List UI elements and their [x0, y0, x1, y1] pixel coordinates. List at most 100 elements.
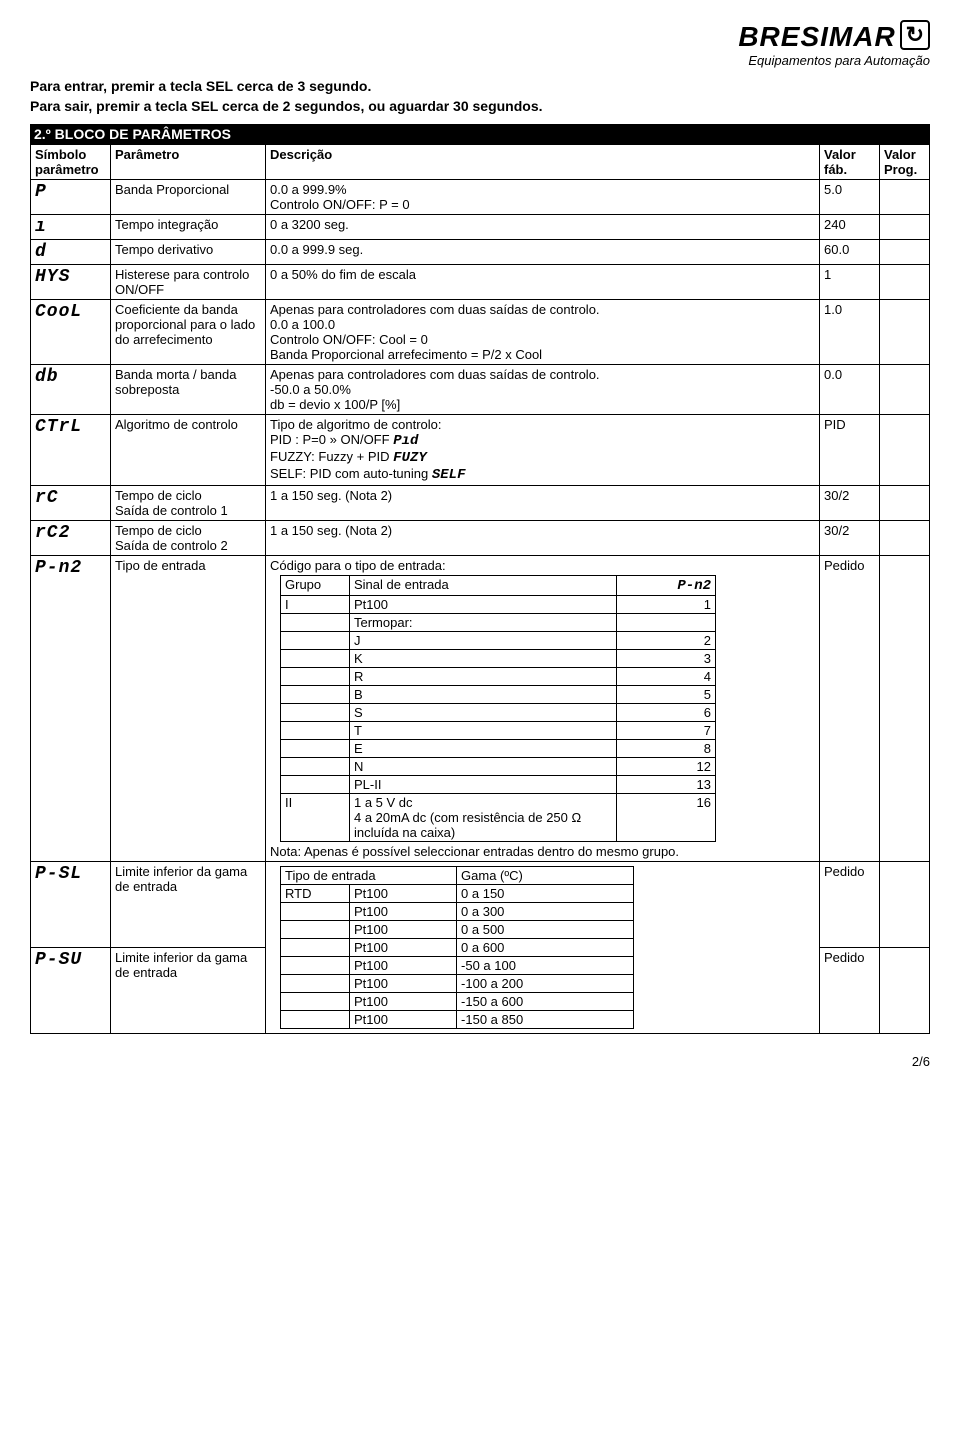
pn2-hdr-grupo: Grupo: [281, 576, 350, 596]
row-d: d Tempo derivativo 0.0 a 999.9 seg. 60.0: [31, 240, 930, 265]
par-rc: Tempo de ciclo Saída de controlo 1: [111, 486, 266, 521]
pn2-inner-header: Grupo Sinal de entrada P-n2: [281, 576, 716, 596]
pn2-row: Termopar:: [281, 614, 716, 632]
fab-rc: 30/2: [820, 486, 880, 521]
pn2-cell-grupo: II: [281, 794, 350, 842]
pn2-cell-code: 13: [617, 776, 716, 794]
pn2-row: B5: [281, 686, 716, 704]
hdr-fab: Valor fáb.: [820, 145, 880, 180]
pn2-row: K3: [281, 650, 716, 668]
pn2-note: Nota: Apenas é possível seleccionar entr…: [270, 844, 679, 859]
pn2-cell-sinal: J: [350, 632, 617, 650]
intro-line-2: Para sair, premir a tecla SEL cerca de 2…: [30, 98, 930, 114]
pn2-cell-code: 3: [617, 650, 716, 668]
pn2-cell-code: 8: [617, 740, 716, 758]
range-cell-tipo: [281, 957, 350, 975]
par-ctrl: Algoritmo de controlo: [111, 415, 266, 486]
pn2-cell-code: 4: [617, 668, 716, 686]
range-hdr-gama: Gama (ºC): [457, 867, 634, 885]
pn2-cell-sinal: 1 a 5 V dc 4 a 20mA dc (com resistência …: [350, 794, 617, 842]
prog-cool: [880, 300, 930, 365]
pn2-cell-sinal: PL-II: [350, 776, 617, 794]
range-cell-tipo: [281, 993, 350, 1011]
pn2-cell-sinal: N: [350, 758, 617, 776]
pn2-cell-code: 16: [617, 794, 716, 842]
pn2-cell-grupo: [281, 704, 350, 722]
pn2-cell-grupo: [281, 758, 350, 776]
desc-ctrl: Tipo de algoritmo de controlo: PID : P=0…: [266, 415, 820, 486]
range-row: Pt100-50 a 100: [281, 957, 634, 975]
range-cell-sensor: Pt100: [350, 885, 457, 903]
pn2-cell-sinal: S: [350, 704, 617, 722]
prog-d: [880, 240, 930, 265]
range-hdr-tipo: Tipo de entrada: [281, 867, 457, 885]
range-cell-gama: 0 a 500: [457, 921, 634, 939]
row-db: db Banda morta / banda sobreposta Apenas…: [31, 365, 930, 415]
par-i: Tempo integração: [111, 215, 266, 240]
desc-i: 0 a 3200 seg.: [266, 215, 820, 240]
fab-db: 0.0: [820, 365, 880, 415]
pn2-cell-grupo: [281, 614, 350, 632]
pn2-row: IPt1001: [281, 596, 716, 614]
sym-psl: P-SL: [35, 864, 82, 884]
row-p: P Banda Proporcional 0.0 a 999.9% Contro…: [31, 180, 930, 215]
fab-ctrl: PID: [820, 415, 880, 486]
pn2-inner-table: Grupo Sinal de entrada P-n2 IPt1001Termo…: [280, 575, 716, 842]
pn2-cell-grupo: [281, 740, 350, 758]
hdr-prog: Valor Prog.: [880, 145, 930, 180]
pn2-row: II1 a 5 V dc 4 a 20mA dc (com resistênci…: [281, 794, 716, 842]
range-row: Pt100-150 a 600: [281, 993, 634, 1011]
prog-pn2: [880, 556, 930, 862]
range-cell-gama: 0 a 150: [457, 885, 634, 903]
pn2-cell-sinal: Termopar:: [350, 614, 617, 632]
ctrl-self-lbl: SELF: PID com auto-tuning: [270, 466, 428, 481]
prog-psl: [880, 862, 930, 948]
par-cool: Coeficiente da banda proporcional para o…: [111, 300, 266, 365]
pn2-cell-sinal: T: [350, 722, 617, 740]
pn2-cell-grupo: [281, 776, 350, 794]
pn2-cell-grupo: I: [281, 596, 350, 614]
fab-rc2: 30/2: [820, 521, 880, 556]
par-p: Banda Proporcional: [111, 180, 266, 215]
row-i: ı Tempo integração 0 a 3200 seg. 240: [31, 215, 930, 240]
range-cell-tipo: [281, 1011, 350, 1029]
pn2-cell-grupo: [281, 686, 350, 704]
par-psu: Limite inferior da gama de entrada: [111, 948, 266, 1034]
range-cell-gama: -50 a 100: [457, 957, 634, 975]
pn2-cell-code: 5: [617, 686, 716, 704]
range-cell-gama: 0 a 300: [457, 903, 634, 921]
fab-psl: Pedido: [820, 862, 880, 948]
prog-hys: [880, 265, 930, 300]
range-row: Pt1000 a 300: [281, 903, 634, 921]
prog-rc2: [880, 521, 930, 556]
sym-i: ı: [35, 217, 47, 237]
range-cell-gama: -150 a 850: [457, 1011, 634, 1029]
range-cell-gama: -150 a 600: [457, 993, 634, 1011]
brand-symbol: ↻: [900, 20, 930, 50]
range-cell-sensor: Pt100: [350, 1011, 457, 1029]
sym-psu: P-SU: [35, 950, 82, 970]
range-cell-gama: -100 a 200: [457, 975, 634, 993]
row-cool: CooL Coeficiente da banda proporcional p…: [31, 300, 930, 365]
prog-ctrl: [880, 415, 930, 486]
pn2-cell-code: [617, 614, 716, 632]
pn2-hdr-sym: P-n2: [677, 578, 711, 594]
ctrl-fuzzy-lbl: FUZZY: Fuzzy + PID: [270, 449, 390, 464]
fab-hys: 1: [820, 265, 880, 300]
sym-p: P: [35, 182, 47, 202]
desc-p: 0.0 a 999.9% Controlo ON/OFF: P = 0: [266, 180, 820, 215]
range-row: RTDPt1000 a 150: [281, 885, 634, 903]
sym-pn2: P-n2: [35, 558, 82, 578]
ctrl-pid-lbl: PID : P=0 » ON/OFF: [270, 432, 390, 447]
sym-hys: HYS: [35, 267, 70, 287]
page-number: 2/6: [30, 1054, 930, 1069]
pn2-cell-sinal: B: [350, 686, 617, 704]
pn2-cell-code: 12: [617, 758, 716, 776]
ctrl-self-sym: SELF: [432, 467, 466, 483]
table-header-row: Símbolo parâmetro Parâmetro Descrição Va…: [31, 145, 930, 180]
pn2-cell-grupo: [281, 632, 350, 650]
range-row: Pt100-100 a 200: [281, 975, 634, 993]
range-row: Pt100-150 a 850: [281, 1011, 634, 1029]
hdr-desc: Descrição: [266, 145, 820, 180]
range-cell-sensor: Pt100: [350, 975, 457, 993]
